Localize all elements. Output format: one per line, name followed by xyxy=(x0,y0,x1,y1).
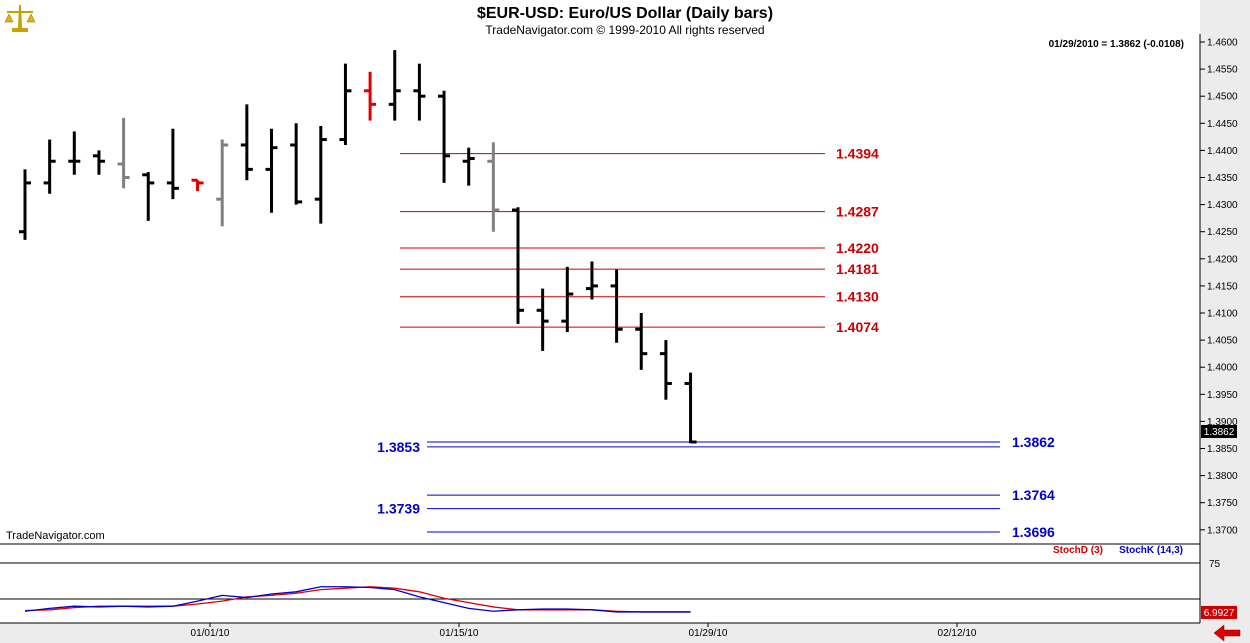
ohlc-bar xyxy=(610,269,623,343)
y-tick-label: 1.4050 xyxy=(1207,336,1238,347)
ohlc-bar xyxy=(438,90,451,183)
ohlc-bar xyxy=(536,288,549,351)
x-tick-label: 01/15/10 xyxy=(440,628,479,639)
ohlc-bar xyxy=(388,50,401,121)
last-price-label: 1.3862 xyxy=(1204,427,1235,438)
ohlc-bar xyxy=(561,266,574,332)
last-price-tag: 1.3862 xyxy=(1201,425,1237,438)
ohlc-bar xyxy=(92,150,105,175)
ohlc-bar xyxy=(512,207,524,324)
ohlc-bar xyxy=(166,128,179,200)
ohlc-bar xyxy=(314,126,327,224)
fib-label-blue: 1.3853 xyxy=(377,439,420,455)
fib-label-red: 1.4394 xyxy=(836,146,879,162)
ohlc-bar xyxy=(191,178,204,192)
ohlc-bar xyxy=(265,128,278,213)
y-tick-label: 1.4000 xyxy=(1207,363,1238,374)
y-axis-ticks: 1.4600 1.4550 1.4500 1.4450 1.4400 1.4350 1.43… xyxy=(1200,38,1238,536)
last-quote-info: 01/29/2010 = 1.3862 (-0.0108) xyxy=(1049,39,1184,50)
scroll-right-arrow-icon[interactable] xyxy=(1213,624,1241,642)
y-tick-label: 1.4150 xyxy=(1207,281,1238,292)
chart-title: $EUR-USD: Euro/US Dollar (Daily bars) xyxy=(477,5,773,22)
x-tick-label: 02/12/10 xyxy=(938,628,977,639)
fib-levels-blue: 1.3862 1.3853 1.3764 1.3739 1.3696 xyxy=(377,434,1055,540)
ohlc-bar xyxy=(585,261,598,300)
y-axis-panel xyxy=(1200,0,1250,643)
ohlc-bar xyxy=(487,142,500,232)
y-tick-label: 1.3850 xyxy=(1207,444,1238,455)
scale-logo-icon[interactable] xyxy=(2,2,36,34)
y-tick-label: 1.4100 xyxy=(1207,309,1238,320)
y-tick-label: 1.4200 xyxy=(1207,254,1238,265)
y-tick-label: 1.3950 xyxy=(1207,390,1238,401)
stochastic-indicator: 75 6.9927 xyxy=(0,559,1237,619)
fib-label-red: 1.4220 xyxy=(836,240,879,256)
y-tick-label: 1.4300 xyxy=(1207,200,1238,211)
y-tick-label: 1.3750 xyxy=(1207,498,1238,509)
fib-label-blue: 1.3764 xyxy=(1012,487,1055,503)
fib-label-blue: 1.3739 xyxy=(377,501,420,517)
watermark: TradeNavigator.com xyxy=(6,530,105,542)
ohlc-bar xyxy=(684,372,697,444)
fib-label-red: 1.4074 xyxy=(836,319,879,335)
ohlc-bar xyxy=(216,139,229,227)
stoch-d-legend: StochD (3) xyxy=(1053,545,1103,556)
ohlc-bar xyxy=(290,123,303,205)
ohlc-bar xyxy=(339,63,352,145)
ohlc-bar xyxy=(43,139,56,194)
ohlc-bar xyxy=(19,169,31,240)
fib-label-blue: 1.3862 xyxy=(1012,434,1055,450)
y-tick-label: 1.4250 xyxy=(1207,227,1238,238)
price-bars xyxy=(19,50,697,444)
y-tick-label: 1.4600 xyxy=(1207,38,1238,49)
x-tick-label: 01/01/10 xyxy=(191,628,230,639)
y-tick-label: 1.4400 xyxy=(1207,146,1238,157)
fib-label-red: 1.4181 xyxy=(836,261,879,277)
fib-label-red: 1.4287 xyxy=(836,204,879,220)
stoch-level-label: 75 xyxy=(1209,559,1221,570)
x-tick-label: 01/29/10 xyxy=(689,628,728,639)
y-tick-label: 1.3900 xyxy=(1207,417,1238,428)
ohlc-bar xyxy=(635,313,648,370)
ohlc-bar xyxy=(240,104,253,181)
x-axis-ticks: 01/01/10 01/15/10 01/29/10 02/12/10 xyxy=(191,623,977,639)
stoch-k-line xyxy=(24,586,691,613)
stoch-value-tag xyxy=(1201,605,1237,619)
fib-label-red: 1.4130 xyxy=(836,289,879,305)
ohlc-bar xyxy=(462,147,475,186)
stoch-value-label: 6.9927 xyxy=(1204,608,1235,619)
y-tick-label: 1.4450 xyxy=(1207,119,1238,130)
x-axis-panel xyxy=(0,623,1250,643)
ohlc-bar xyxy=(117,117,130,189)
y-tick-label: 1.4500 xyxy=(1207,92,1238,103)
ohlc-bar xyxy=(68,131,81,175)
stoch-k-legend: StochK (14,3) xyxy=(1119,545,1183,556)
fib-label-blue: 1.3696 xyxy=(1012,524,1055,540)
y-tick-label: 1.4550 xyxy=(1207,65,1238,76)
chart-subtitle: TradeNavigator.com © 1999-2010 All right… xyxy=(485,23,764,37)
ohlc-bar xyxy=(413,63,426,121)
fib-levels-red: 1.4394 1.4287 1.4220 1.4181 1.4130 1.4074 xyxy=(400,146,879,335)
ohlc-bar xyxy=(364,71,377,121)
ohlc-bar xyxy=(659,340,672,400)
y-tick-label: 1.3800 xyxy=(1207,471,1238,482)
y-tick-label: 1.3700 xyxy=(1207,525,1238,536)
y-tick-label: 1.4350 xyxy=(1207,173,1238,184)
ohlc-bar xyxy=(142,172,155,221)
